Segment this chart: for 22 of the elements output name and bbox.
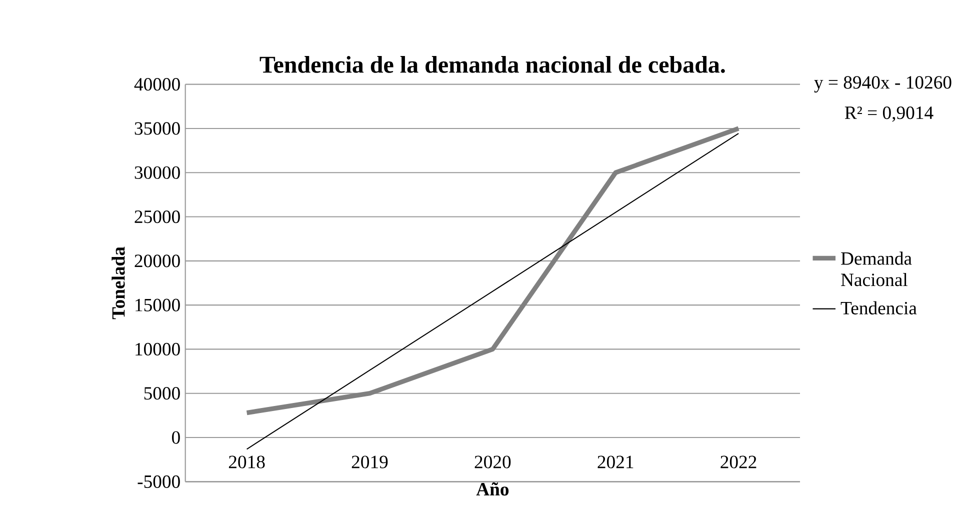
x-tick-label: 2019	[352, 456, 388, 468]
text: y = 8940x - 10260	[814, 76, 952, 93]
x-tick-label: 2018	[228, 456, 265, 468]
x-axis-title: Año	[476, 482, 509, 496]
y-tick-label: 15000	[136, 298, 180, 312]
y-tick-label: 0	[172, 431, 180, 444]
y-tick-label: 5000	[144, 387, 180, 400]
y-axis-title: Tonelada	[112, 246, 125, 320]
y-tick-label: 10000	[136, 343, 180, 356]
y-tick-label: 40000	[134, 78, 180, 91]
chart-title: Tendencia de la demanda nacional de cebada.	[260, 56, 725, 74]
y-tick-label: -5000	[138, 476, 180, 488]
legend-label: Demanda Nacional	[841, 252, 912, 286]
y-tick-label: 30000	[134, 166, 180, 180]
x-tick-label: 2022	[720, 456, 756, 468]
text: R² = 0,9014	[844, 106, 934, 122]
y-tick-label: 25000	[134, 210, 180, 224]
legend-label: Tendencia	[840, 301, 917, 315]
y-tick-label: 20000	[134, 254, 180, 268]
x-tick-label: 2021	[598, 456, 634, 468]
x-tick-label: 2020	[474, 456, 511, 468]
y-tick-label: 35000	[134, 122, 180, 135]
